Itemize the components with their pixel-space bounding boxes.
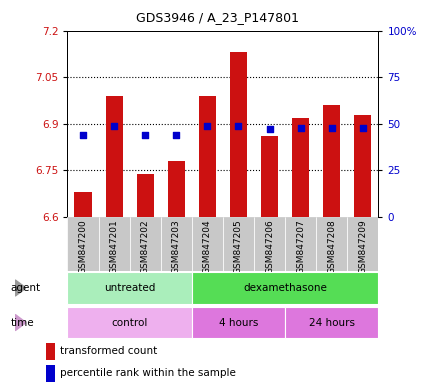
Bar: [222, 217, 253, 271]
Point: [266, 126, 273, 132]
Bar: [285, 217, 316, 271]
Bar: [253, 217, 285, 271]
Text: GDS3946 / A_23_P147801: GDS3946 / A_23_P147801: [136, 12, 298, 25]
Bar: [322, 105, 339, 217]
Bar: [346, 217, 378, 271]
Text: GSM847205: GSM847205: [233, 220, 243, 275]
Bar: [191, 273, 378, 303]
Bar: [230, 53, 247, 217]
Text: transformed count: transformed count: [60, 346, 157, 356]
Text: GSM847202: GSM847202: [140, 220, 149, 274]
Text: percentile rank within the sample: percentile rank within the sample: [60, 368, 235, 378]
Text: GSM847203: GSM847203: [171, 220, 181, 275]
Text: GSM847208: GSM847208: [326, 220, 335, 275]
Bar: [316, 217, 347, 271]
Bar: [292, 118, 309, 217]
Point: [141, 132, 148, 138]
Text: GSM847207: GSM847207: [296, 220, 305, 275]
Bar: [105, 96, 122, 217]
Text: control: control: [111, 318, 148, 328]
Point: [296, 124, 303, 131]
Text: 4 hours: 4 hours: [218, 318, 258, 328]
Bar: [67, 217, 98, 271]
Bar: [191, 217, 223, 271]
Bar: [129, 217, 161, 271]
Bar: [168, 161, 184, 217]
Point: [172, 132, 179, 138]
Polygon shape: [15, 280, 26, 296]
Text: 24 hours: 24 hours: [308, 318, 354, 328]
Text: dexamethasone: dexamethasone: [243, 283, 326, 293]
Bar: [67, 273, 191, 303]
Point: [204, 122, 210, 129]
Bar: [98, 217, 129, 271]
Text: GSM847204: GSM847204: [202, 220, 211, 274]
Bar: [136, 174, 153, 217]
Text: untreated: untreated: [104, 283, 155, 293]
Bar: [191, 307, 285, 338]
Point: [328, 124, 335, 131]
Point: [234, 122, 241, 129]
Text: GSM847206: GSM847206: [264, 220, 273, 275]
Bar: [46, 343, 55, 360]
Point: [110, 122, 117, 129]
Bar: [198, 96, 215, 217]
Text: GSM847200: GSM847200: [78, 220, 87, 275]
Bar: [46, 365, 55, 382]
Bar: [74, 192, 91, 217]
Point: [79, 132, 86, 138]
Text: GSM847201: GSM847201: [109, 220, 118, 275]
Bar: [285, 307, 378, 338]
Text: agent: agent: [11, 283, 41, 293]
Bar: [354, 114, 371, 217]
Text: time: time: [11, 318, 34, 328]
Polygon shape: [15, 314, 26, 331]
Bar: [260, 136, 277, 217]
Bar: [67, 307, 191, 338]
Bar: [161, 217, 191, 271]
Text: GSM847209: GSM847209: [358, 220, 367, 275]
Point: [358, 124, 365, 131]
